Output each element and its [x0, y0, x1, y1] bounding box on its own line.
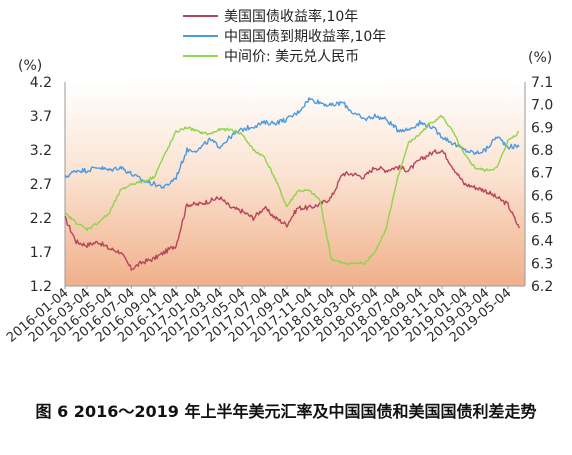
left-tick-label: 1.2 — [30, 279, 52, 295]
left-tick-label: 2.7 — [30, 177, 52, 193]
right-tick-label: 6.6 — [531, 188, 553, 204]
left-tick-label: 4.2 — [30, 75, 52, 91]
right-tick-label: 6.9 — [531, 120, 553, 136]
right-tick-label: 6.2 — [531, 279, 553, 295]
right-tick-label: 6.7 — [531, 166, 553, 182]
right-tick-label: 6.4 — [531, 234, 553, 250]
chart: 美国国债收益率,10年 中国国债到期收益率,10年 中间价: 美元兑人民币 (%… — [4, 8, 553, 346]
legend-label-usdcny: 中间价: 美元兑人民币 — [224, 49, 359, 65]
legend-label-cn-yield: 中国国债到期收益率,10年 — [224, 28, 386, 45]
series-layer — [64, 97, 520, 271]
right-tick-label: 6.3 — [531, 256, 553, 272]
legend: 美国国债收益率,10年 中国国债到期收益率,10年 中间价: 美元兑人民币 — [183, 8, 386, 65]
cn-yield-line — [64, 97, 520, 189]
x-axis-ticks: 2016-01-042016-03-042016-05-042016-07-04… — [4, 286, 514, 346]
plot-area — [65, 82, 525, 286]
usdcny-line — [64, 114, 520, 266]
left-tick-label: 3.2 — [30, 143, 52, 159]
legend-label-us-yield: 美国国债收益率,10年 — [224, 8, 358, 25]
figure-caption: 图 6 2016～2019 年上半年美元汇率及中国国债和美国国债利差走势 — [35, 402, 537, 421]
right-tick-label: 6.5 — [531, 211, 553, 227]
right-tick-label: 7.1 — [531, 75, 553, 91]
left-tick-label: 3.7 — [30, 109, 52, 125]
us-yield-line — [64, 149, 520, 271]
left-tick-label: 2.2 — [30, 211, 52, 227]
left-tick-label: 1.7 — [30, 245, 52, 261]
right-tick-label: 6.8 — [531, 143, 553, 159]
right-axis-unit: (%) — [528, 50, 552, 66]
right-axis-ticks: 7.1 7.0 6.9 6.8 6.7 6.6 6.5 6.4 6.3 6.2 — [531, 75, 553, 295]
left-axis-ticks: 4.2 3.7 3.2 2.7 2.2 1.7 1.2 — [30, 75, 52, 295]
right-tick-label: 7.0 — [531, 98, 553, 114]
left-axis-unit: (%) — [18, 58, 42, 74]
